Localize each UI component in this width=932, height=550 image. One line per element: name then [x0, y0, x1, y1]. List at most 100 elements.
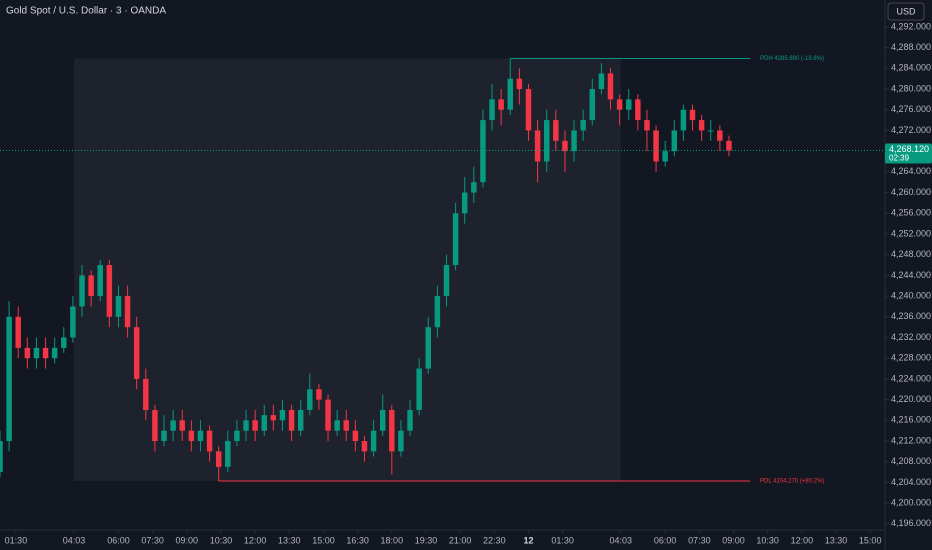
- x-tick-label: 07:30: [141, 535, 164, 545]
- x-tick-label: 19:30: [415, 535, 438, 545]
- candle-body: [361, 441, 368, 452]
- candle-body: [543, 120, 550, 162]
- x-tick-label: 16:30: [346, 535, 369, 545]
- currency-button[interactable]: [887, 2, 925, 21]
- candle-body: [662, 151, 668, 162]
- candle-body: [15, 316, 21, 348]
- candle-body: [471, 182, 477, 193]
- y-tick-label: 4,244.000: [891, 270, 931, 280]
- candle-body: [334, 420, 340, 431]
- candle-body: [489, 99, 495, 121]
- y-tick-label: 4,252.000: [891, 228, 931, 238]
- last-price-box: [885, 143, 932, 164]
- y-tick-label: 4,272.000: [891, 125, 931, 135]
- x-tick-label: 04:03: [609, 535, 632, 545]
- x-tick-label: 15:00: [312, 535, 335, 545]
- x-tick-label: 06:00: [107, 535, 130, 545]
- candle-body: [88, 275, 94, 297]
- candle-body: [671, 130, 678, 152]
- last-price-label: 4,268.120: [889, 144, 929, 154]
- plot-area: [0, 58, 885, 482]
- candle-body: [580, 120, 586, 131]
- candle-body: [97, 265, 103, 297]
- candle-body: [288, 409, 295, 431]
- candle-body: [115, 296, 122, 317]
- currency-label[interactable]: USD: [896, 6, 916, 16]
- candle-body: [24, 347, 31, 359]
- x-tick-label: 06:00: [654, 535, 677, 545]
- x-tick-label: 12: [523, 535, 533, 545]
- candle-body: [425, 327, 431, 369]
- candle-body: [106, 265, 113, 317]
- candle-body: [562, 140, 568, 152]
- countdown-label: 02:39: [889, 154, 910, 163]
- candle-body: [270, 415, 277, 421]
- candle-body: [61, 337, 67, 348]
- y-tick-label: 4,264.000: [891, 166, 931, 176]
- y-tick-label: 4,212.000: [891, 435, 931, 445]
- candle-body: [0, 441, 3, 473]
- candle-body: [461, 192, 468, 214]
- candle-body: [234, 430, 240, 442]
- x-tick-label: 01:30: [5, 535, 28, 545]
- pdh-label: PDH 4285.890 (-19.8%): [760, 56, 824, 62]
- candle-body: [407, 409, 413, 431]
- candle-body: [635, 99, 641, 121]
- x-tick-label: 09:00: [176, 535, 199, 545]
- candle-body: [370, 430, 377, 452]
- y-tick-label: 4,196.000: [891, 518, 931, 528]
- candle-body: [161, 430, 167, 442]
- candle-body: [416, 368, 422, 410]
- candle-body: [152, 409, 158, 442]
- candle-body: [133, 327, 140, 379]
- candle-body: [225, 441, 231, 467]
- candle-body: [215, 451, 222, 467]
- x-tick-label: 10:30: [210, 535, 233, 545]
- y-tick-label: 4,292.000: [891, 21, 931, 31]
- candle-body: [179, 420, 185, 431]
- y-tick-label: 4,204.000: [891, 477, 931, 487]
- y-tick-label: 4,200.000: [891, 498, 931, 508]
- y-tick-label: 4,256.000: [891, 208, 931, 218]
- candle-body: [443, 265, 450, 297]
- candle-body: [607, 73, 614, 100]
- candle-body: [498, 99, 504, 110]
- candle-body: [689, 109, 696, 121]
- candle-body: [644, 120, 650, 131]
- candle-body: [51, 347, 58, 359]
- candle-body: [389, 409, 395, 452]
- y-tick-label: 4,232.000: [891, 332, 931, 342]
- candle-body: [653, 130, 659, 162]
- y-tick-label: 4,240.000: [891, 290, 931, 300]
- pdl-label: PDL 4204.270 (+80.2%): [760, 479, 824, 485]
- x-tick-label: 12:00: [244, 535, 267, 545]
- candle-body: [279, 409, 286, 421]
- candle-body: [70, 306, 76, 338]
- candle-body: [452, 213, 459, 266]
- y-tick-label: 4,260.000: [891, 187, 931, 197]
- candle-body: [534, 130, 541, 162]
- x-tick-label: 10:30: [756, 535, 779, 545]
- candle-body: [42, 347, 49, 359]
- candle-body: [525, 89, 532, 131]
- candle-body: [325, 399, 331, 431]
- y-tick-label: 4,220.000: [891, 394, 931, 404]
- candle-body: [197, 430, 204, 442]
- candle-body: [553, 120, 559, 141]
- y-tick-label: 4,248.000: [891, 249, 931, 259]
- y-tick-label: 4,280.000: [891, 83, 931, 93]
- y-tick-label: 4,284.000: [891, 63, 931, 73]
- candle-body: [616, 99, 623, 110]
- x-tick-label: 13:30: [825, 535, 848, 545]
- candle-body: [379, 409, 386, 431]
- x-tick-label: 13:30: [278, 535, 301, 545]
- candle-body: [307, 389, 313, 410]
- candle-body: [480, 120, 486, 183]
- candle-body: [571, 130, 577, 152]
- candle-body: [352, 430, 359, 442]
- y-tick-label: 4,224.000: [891, 373, 931, 383]
- x-tick-label: 15:00: [859, 535, 882, 545]
- candle-body: [143, 378, 149, 410]
- candle-body: [507, 78, 514, 110]
